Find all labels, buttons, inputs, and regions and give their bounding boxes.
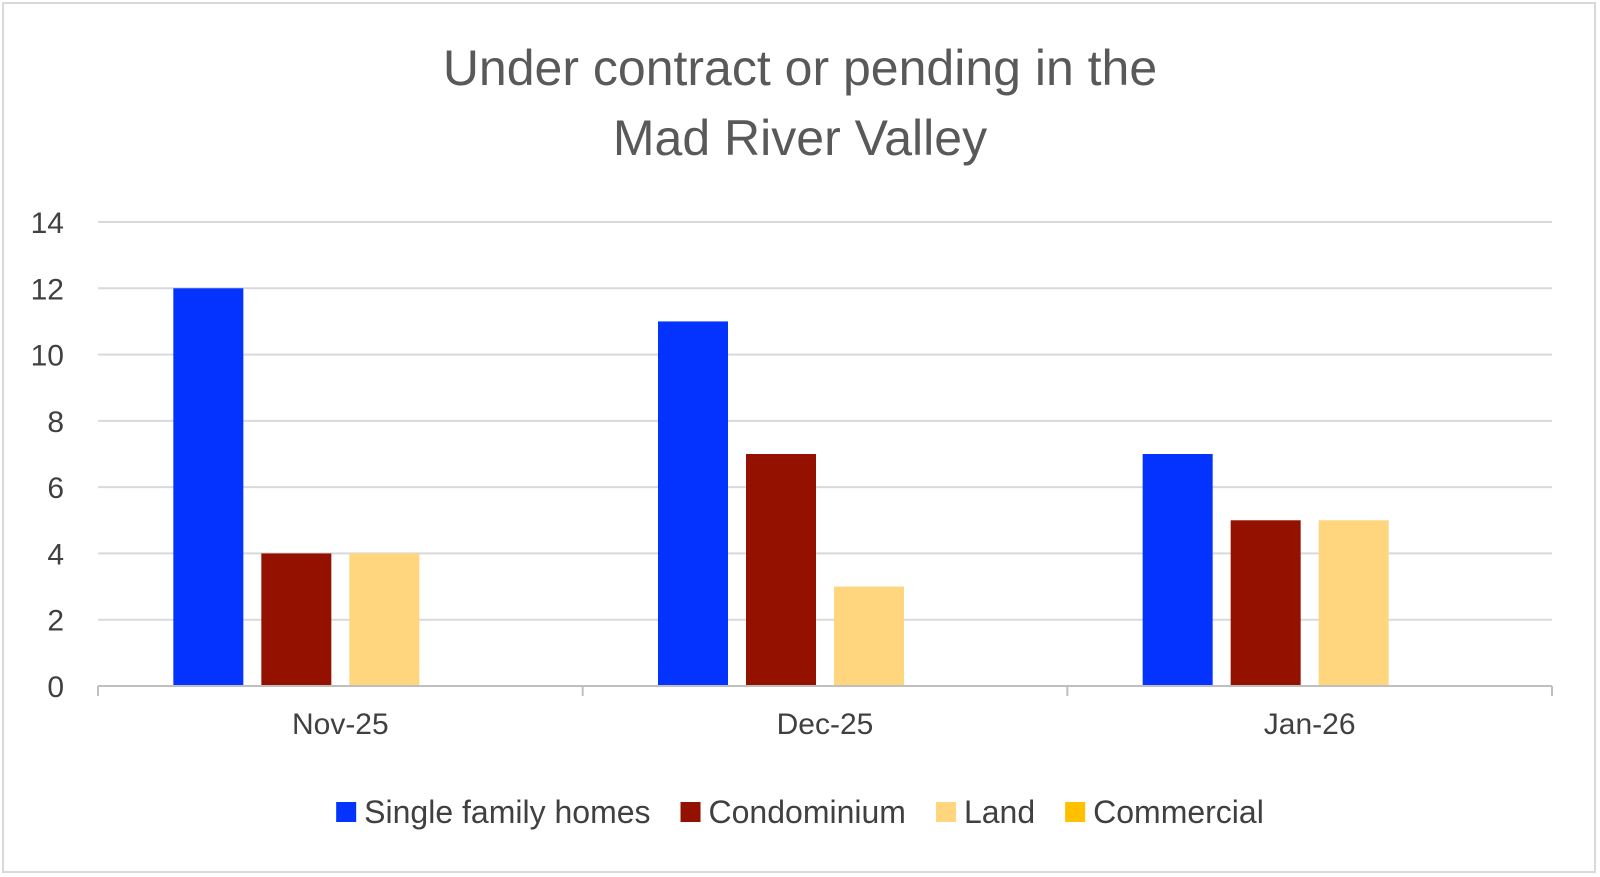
- chart-title-line-2: Mad River Valley: [613, 110, 987, 166]
- legend-label-commercial: Commercial: [1093, 794, 1264, 830]
- bar-land-nov-25: [349, 553, 420, 686]
- legend: Single family homes Condominium Land Commer…: [336, 794, 1264, 830]
- y-tick-label-2: 2: [47, 605, 64, 638]
- x-axis: Nov-25 Dec-25 Jan-26: [97, 685, 1553, 741]
- bar-condominium-nov-25: [261, 553, 332, 686]
- legend-label-condominium: Condominium: [709, 794, 906, 830]
- legend-label-single-family-homes: Single family homes: [364, 794, 650, 830]
- y-tick-label-6: 6: [47, 472, 64, 505]
- bar-single-family-homes-nov-25: [173, 288, 244, 686]
- bar-condominium-dec-25: [746, 454, 816, 686]
- legend-label-land: Land: [964, 794, 1035, 830]
- bar-single-family-homes-jan-26: [1142, 454, 1213, 686]
- legend-swatch-single-family-homes: [336, 802, 357, 822]
- y-tick-label-8: 8: [47, 406, 64, 439]
- x-tick-label-Nov-25: Nov-25: [292, 708, 389, 741]
- y-tick-label-12: 12: [31, 273, 64, 306]
- y-tick-label-14: 14: [31, 207, 64, 240]
- chart-title-line-1: Under contract or pending in the: [443, 40, 1157, 96]
- x-tick-label-Dec-25: Dec-25: [777, 708, 874, 741]
- bar-land-jan-26: [1318, 520, 1389, 686]
- y-axis-ticks: 0 2 4 6 8 10 12 14: [31, 207, 64, 704]
- bar-single-family-homes-dec-25: [658, 321, 728, 686]
- legend-swatch-condominium: [680, 802, 701, 822]
- gridlines: [98, 221, 1552, 621]
- y-tick-label-0: 0: [47, 671, 64, 704]
- y-tick-label-4: 4: [47, 538, 64, 571]
- bar-land-dec-25: [834, 586, 904, 686]
- bar-condominium-jan-26: [1230, 520, 1301, 686]
- legend-swatch-commercial: [1065, 802, 1086, 822]
- legend-swatch-land: [935, 802, 956, 822]
- x-tick-label-Jan-26: Jan-26: [1264, 708, 1356, 741]
- y-tick-label-10: 10: [31, 340, 64, 373]
- bars: [173, 288, 1389, 686]
